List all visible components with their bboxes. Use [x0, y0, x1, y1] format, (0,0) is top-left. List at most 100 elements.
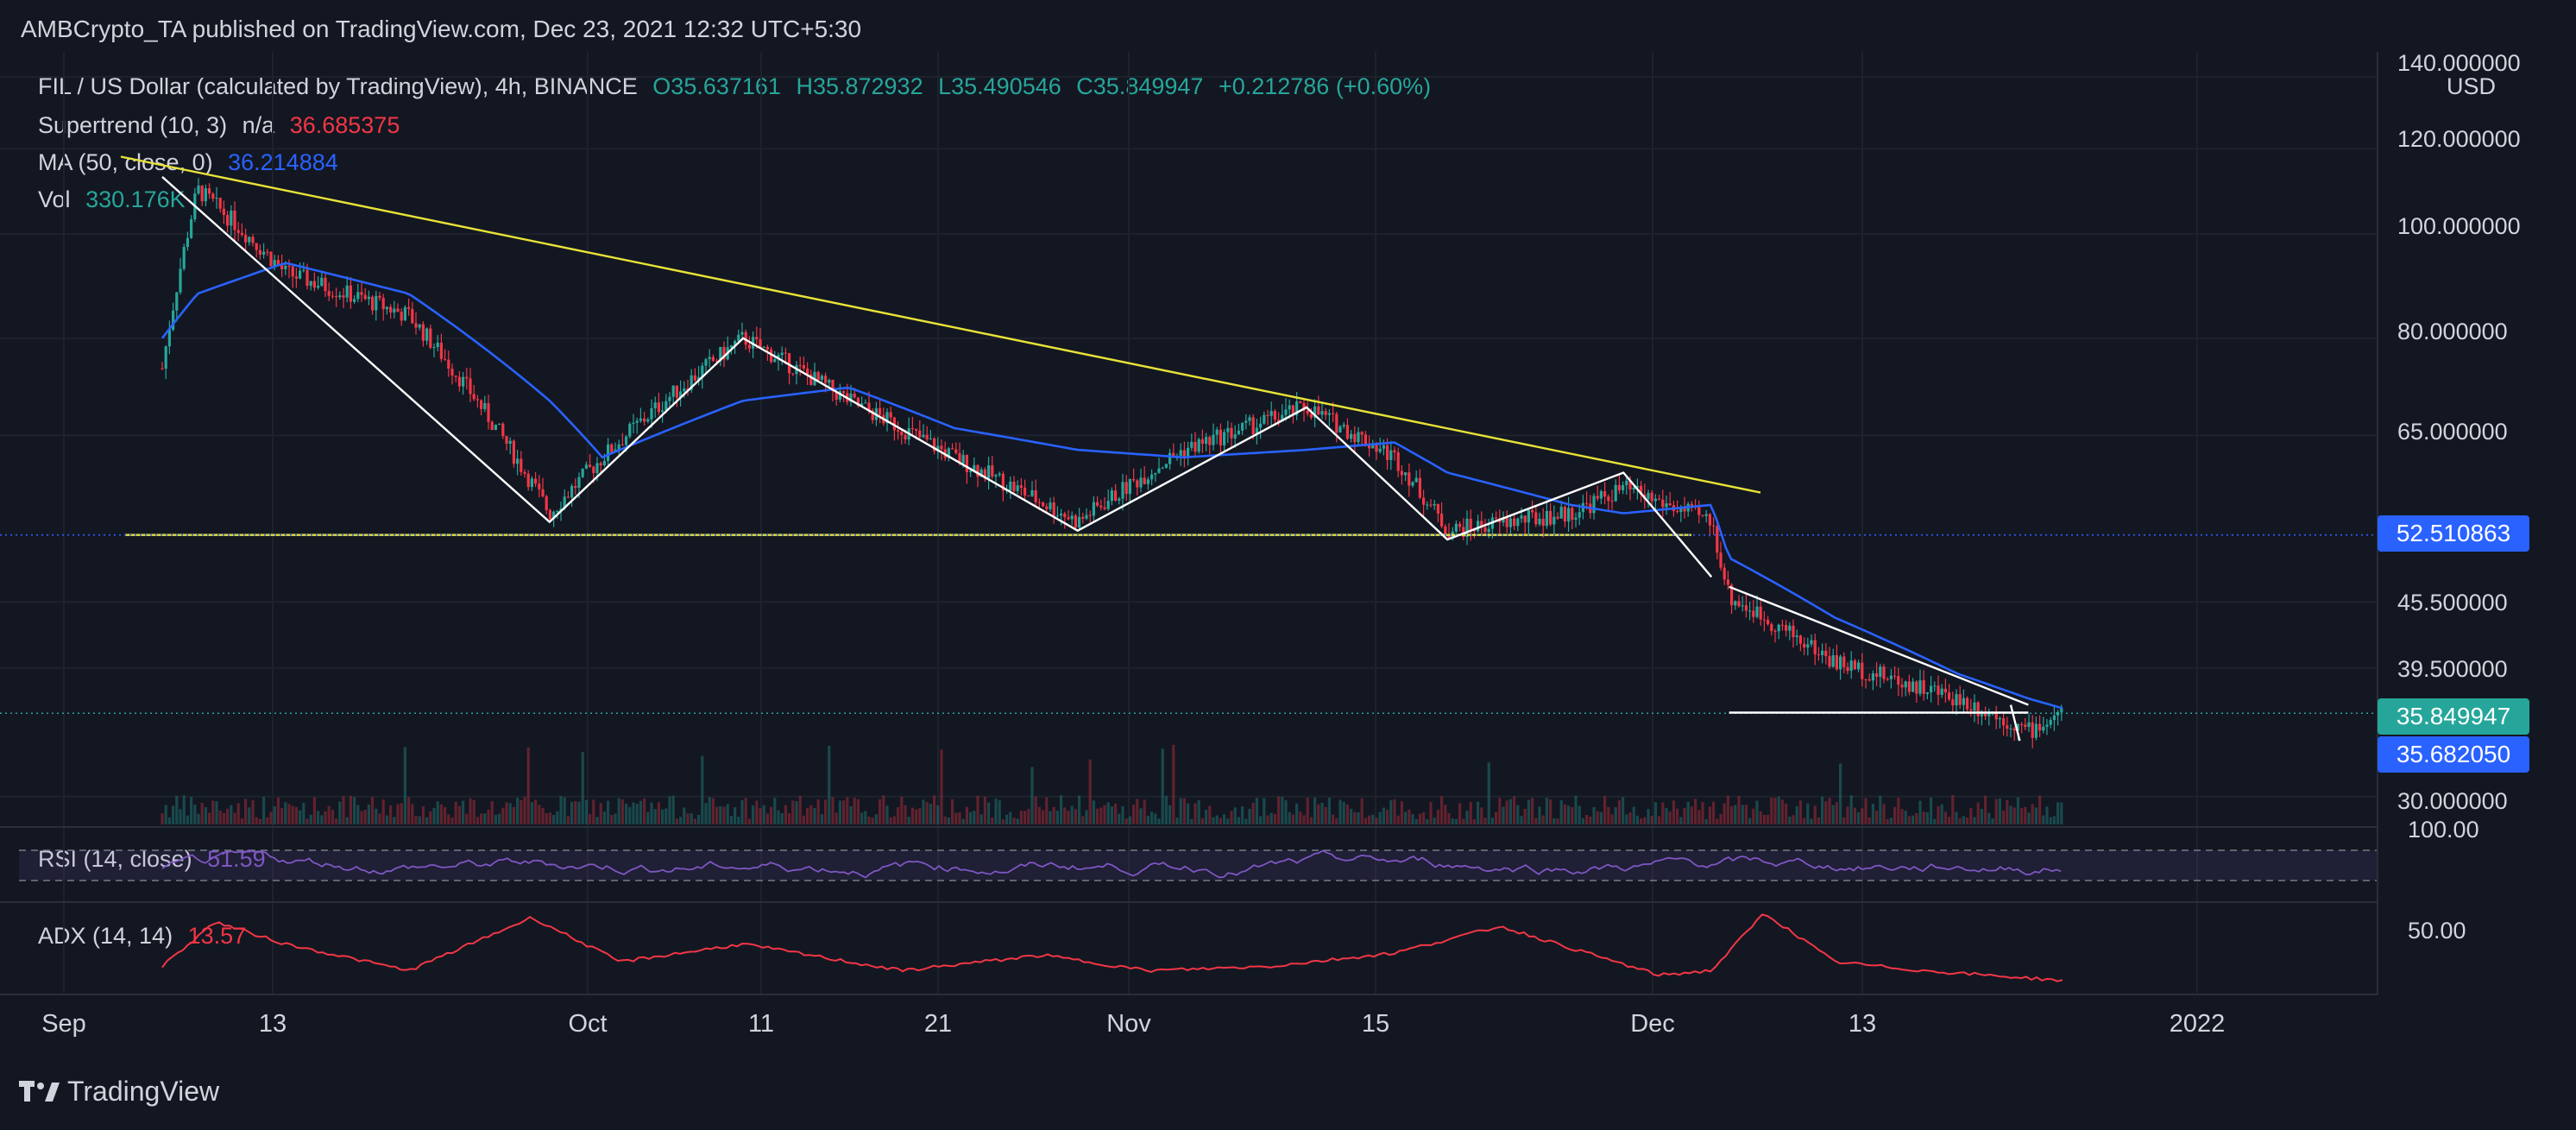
- ma-legend[interactable]: MA (50, close, 0) 36.214884: [38, 149, 347, 176]
- volume-bar: [465, 813, 469, 824]
- volume-bar: [1603, 796, 1607, 824]
- volume-bar: [1679, 817, 1683, 824]
- candle-body: [1962, 698, 1965, 705]
- ma-price-tag: 35.682050: [2378, 736, 2529, 773]
- candle-body: [1378, 448, 1382, 452]
- volume-bar: [1744, 805, 1748, 824]
- volume-bar: [1824, 801, 1828, 824]
- candle-body: [722, 346, 726, 360]
- volume-bar: [795, 801, 798, 824]
- volume-bar: [1933, 818, 1937, 824]
- supertrend-legend[interactable]: Supertrend (10, 3) n/a 36.685375: [38, 112, 408, 139]
- tradingview-logo[interactable]: TradingView: [19, 1076, 219, 1108]
- candle-body: [1034, 489, 1037, 502]
- volume-bar: [218, 810, 222, 824]
- candle-body: [457, 376, 461, 387]
- volume-bar: [1520, 816, 1523, 824]
- volume-bar: [976, 795, 979, 824]
- volume-bar: [780, 812, 784, 824]
- candle-body: [218, 198, 222, 209]
- volume-bar: [1943, 811, 1947, 824]
- candle-body: [411, 308, 414, 324]
- candle-body: [1610, 501, 1614, 502]
- candle-body: [788, 353, 791, 374]
- volume-bar: [1907, 816, 1911, 824]
- volume-bar: [592, 799, 595, 824]
- candle-body: [915, 428, 918, 431]
- volume-bar: [501, 807, 505, 824]
- volume-bar: [1458, 803, 1462, 824]
- volume-bar: [1327, 797, 1331, 824]
- candle-body: [954, 449, 958, 453]
- adx-line: [161, 913, 2063, 982]
- volume-bar: [1490, 818, 1494, 824]
- volume-bar: [1019, 810, 1023, 824]
- volume-bar: [1563, 804, 1566, 824]
- volume-bar: [595, 817, 599, 824]
- candle-body: [1055, 515, 1059, 517]
- volume-bar: [534, 799, 538, 824]
- volume-bar: [2038, 795, 2042, 824]
- volume-bar: [635, 804, 639, 824]
- volume-bar: [1810, 818, 1813, 824]
- candle-body: [1382, 445, 1385, 449]
- candle-body: [1864, 679, 1867, 680]
- volume-bar: [740, 799, 744, 824]
- candle-body: [820, 376, 823, 381]
- volume-bar: [164, 805, 167, 824]
- volume-bar: [2024, 806, 2027, 824]
- symbol-title[interactable]: FIL / US Dollar (calculated by TradingVi…: [38, 73, 638, 99]
- volume-bar: [248, 807, 251, 824]
- candle-body: [1719, 552, 1723, 568]
- volume-bar: [563, 797, 566, 824]
- volume-bar: [838, 800, 841, 824]
- volume-bar: [1984, 795, 1987, 824]
- candle-body: [284, 265, 287, 269]
- volume-bar: [251, 799, 255, 824]
- volume-bar: [226, 808, 230, 824]
- volume-bar: [1299, 811, 1302, 824]
- volume-bar: [907, 817, 910, 824]
- volume-bar: [853, 797, 856, 824]
- y-tick-5: 45.500000: [2397, 590, 2508, 616]
- volume-bar: [240, 818, 243, 824]
- volume-bar: [273, 805, 276, 824]
- volume-bar: [1118, 813, 1121, 824]
- candle-body: [1371, 445, 1375, 449]
- candle-body: [1458, 523, 1462, 527]
- candle-body: [1295, 401, 1299, 416]
- candle-body: [1777, 624, 1780, 632]
- candle-body: [1520, 515, 1523, 519]
- candle-body: [1197, 439, 1200, 452]
- candle-body: [2038, 723, 2042, 731]
- candle-body: [1513, 518, 1516, 527]
- candle-body: [472, 394, 476, 400]
- volume-bar: [813, 807, 816, 824]
- volume-bar: [1759, 811, 1762, 824]
- candle-body: [1730, 584, 1734, 606]
- candle-body: [338, 295, 342, 298]
- candle-body: [1617, 484, 1621, 490]
- volume-bar: [258, 818, 261, 824]
- candle-body: [1433, 503, 1436, 506]
- volume-bar: [1502, 806, 1505, 824]
- volume-bar: [1915, 812, 1918, 824]
- candle-body: [1338, 426, 1342, 433]
- volume-bar: [1187, 803, 1190, 824]
- volume-bar: [1697, 810, 1701, 824]
- volume-bar: [1798, 800, 1802, 824]
- volume-bar: [983, 796, 986, 824]
- candle-body: [1139, 477, 1143, 488]
- adx-tick: 50.00: [2408, 918, 2466, 944]
- volume-bar: [1893, 806, 1897, 824]
- candle-body: [222, 208, 225, 216]
- volume-bar: [1842, 817, 1846, 824]
- volume-bar: [414, 815, 418, 824]
- volume-bar: [1259, 816, 1263, 824]
- volume-bar: [1955, 811, 1958, 824]
- adx-legend[interactable]: ADX (14, 14) 13.57: [38, 923, 255, 950]
- vol-legend[interactable]: Vol 330.176K: [38, 186, 194, 213]
- currency-label[interactable]: USD: [2447, 73, 2497, 99]
- candle-body: [534, 478, 538, 484]
